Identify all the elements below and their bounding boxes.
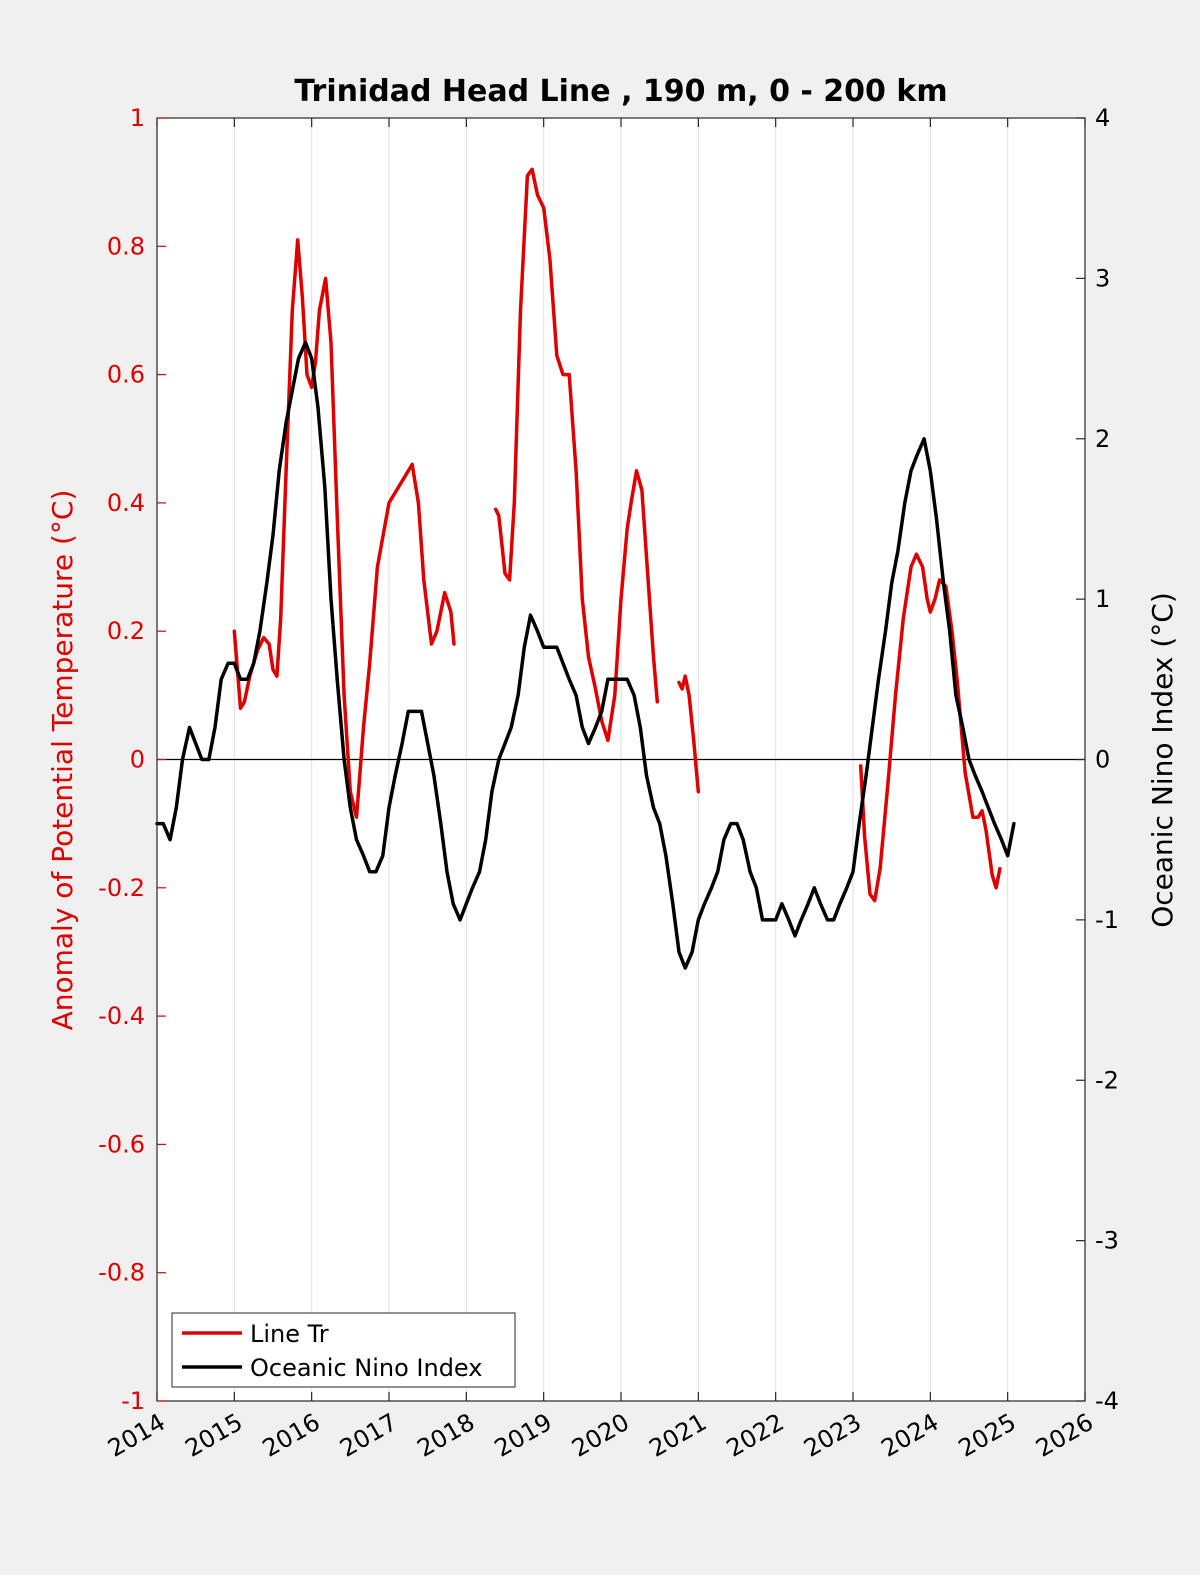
line-tr-segment-1 xyxy=(232,238,456,819)
y-left-tick-label: 0.8 xyxy=(107,232,145,260)
x-tick-label-2025: 2025 xyxy=(954,1408,1021,1463)
line-tr-segment-3 xyxy=(677,674,701,794)
y-axis-left-label: Anomaly of Potential Temperature (°C) xyxy=(46,490,79,1031)
y-right-tick-label: 3 xyxy=(1095,264,1110,292)
y-left-tick-label: -1 xyxy=(121,1387,145,1415)
series-oceanic-nino-index xyxy=(155,340,1016,970)
y-right-tick-label: -2 xyxy=(1095,1066,1119,1094)
y-left-tick-label: 0.2 xyxy=(107,617,145,645)
legend-label-line-tr: Line Tr xyxy=(250,1320,329,1348)
oni-line xyxy=(155,340,1016,970)
x-tick-label-2016: 2016 xyxy=(258,1408,325,1463)
x-tick-label-2023: 2023 xyxy=(799,1408,866,1463)
legend: Line Tr Oceanic Nino Index xyxy=(171,1312,516,1388)
legend-box xyxy=(171,1312,516,1388)
y-right-tick-label: 4 xyxy=(1095,104,1110,132)
y-left-tick-label: -0.2 xyxy=(98,874,145,902)
y-left-tick-label: 0.4 xyxy=(107,489,145,517)
y-axis-right-label: Oceanic Nino Index (°C) xyxy=(1146,592,1179,928)
y-left-tick-label: 1 xyxy=(130,104,145,132)
y-right-tick-label: 0 xyxy=(1095,746,1110,774)
x-tick-label-2018: 2018 xyxy=(412,1408,479,1463)
x-tick-label-2024: 2024 xyxy=(876,1408,943,1463)
legend-label-oni: Oceanic Nino Index xyxy=(250,1354,482,1382)
x-tick-label-2026: 2026 xyxy=(1031,1408,1098,1463)
y-left-tick-label: 0.6 xyxy=(107,361,145,389)
y-right-tick-label: 2 xyxy=(1095,425,1110,453)
y-left-ticks: -1 -0.8 -0.6 -0.4 -0.2 0 0.2 0.4 0.6 0.8 1 xyxy=(98,104,166,1415)
series-line-tr xyxy=(232,167,1002,903)
y-right-tick-label: -4 xyxy=(1095,1387,1119,1415)
y-left-tick-label: -0.8 xyxy=(98,1259,145,1287)
x-tick-label-2015: 2015 xyxy=(180,1408,247,1463)
y-left-tick-label: -0.4 xyxy=(98,1002,145,1030)
line-tr-segment-4 xyxy=(858,552,1002,903)
x-tick-label-2014: 2014 xyxy=(103,1408,170,1463)
y-right-ticks: -4 -3 -2 -1 0 1 2 3 4 xyxy=(1076,104,1119,1415)
y-left-tick-label: -0.6 xyxy=(98,1130,145,1158)
x-tick-label-2019: 2019 xyxy=(490,1408,557,1463)
y-right-tick-label: -1 xyxy=(1095,906,1119,934)
x-tick-label-2021: 2021 xyxy=(644,1408,711,1463)
y-right-tick-label: 1 xyxy=(1095,585,1110,613)
x-tick-label-2020: 2020 xyxy=(567,1408,634,1463)
y-right-tick-label: -3 xyxy=(1095,1227,1119,1255)
chart-title: Trinidad Head Line , 190 m, 0 - 200 km xyxy=(294,74,947,109)
line-tr-segment-2 xyxy=(493,167,660,743)
x-tick-label-2022: 2022 xyxy=(722,1408,789,1463)
y-left-tick-label: 0 xyxy=(130,746,145,774)
x-tick-label-2017: 2017 xyxy=(335,1408,402,1463)
